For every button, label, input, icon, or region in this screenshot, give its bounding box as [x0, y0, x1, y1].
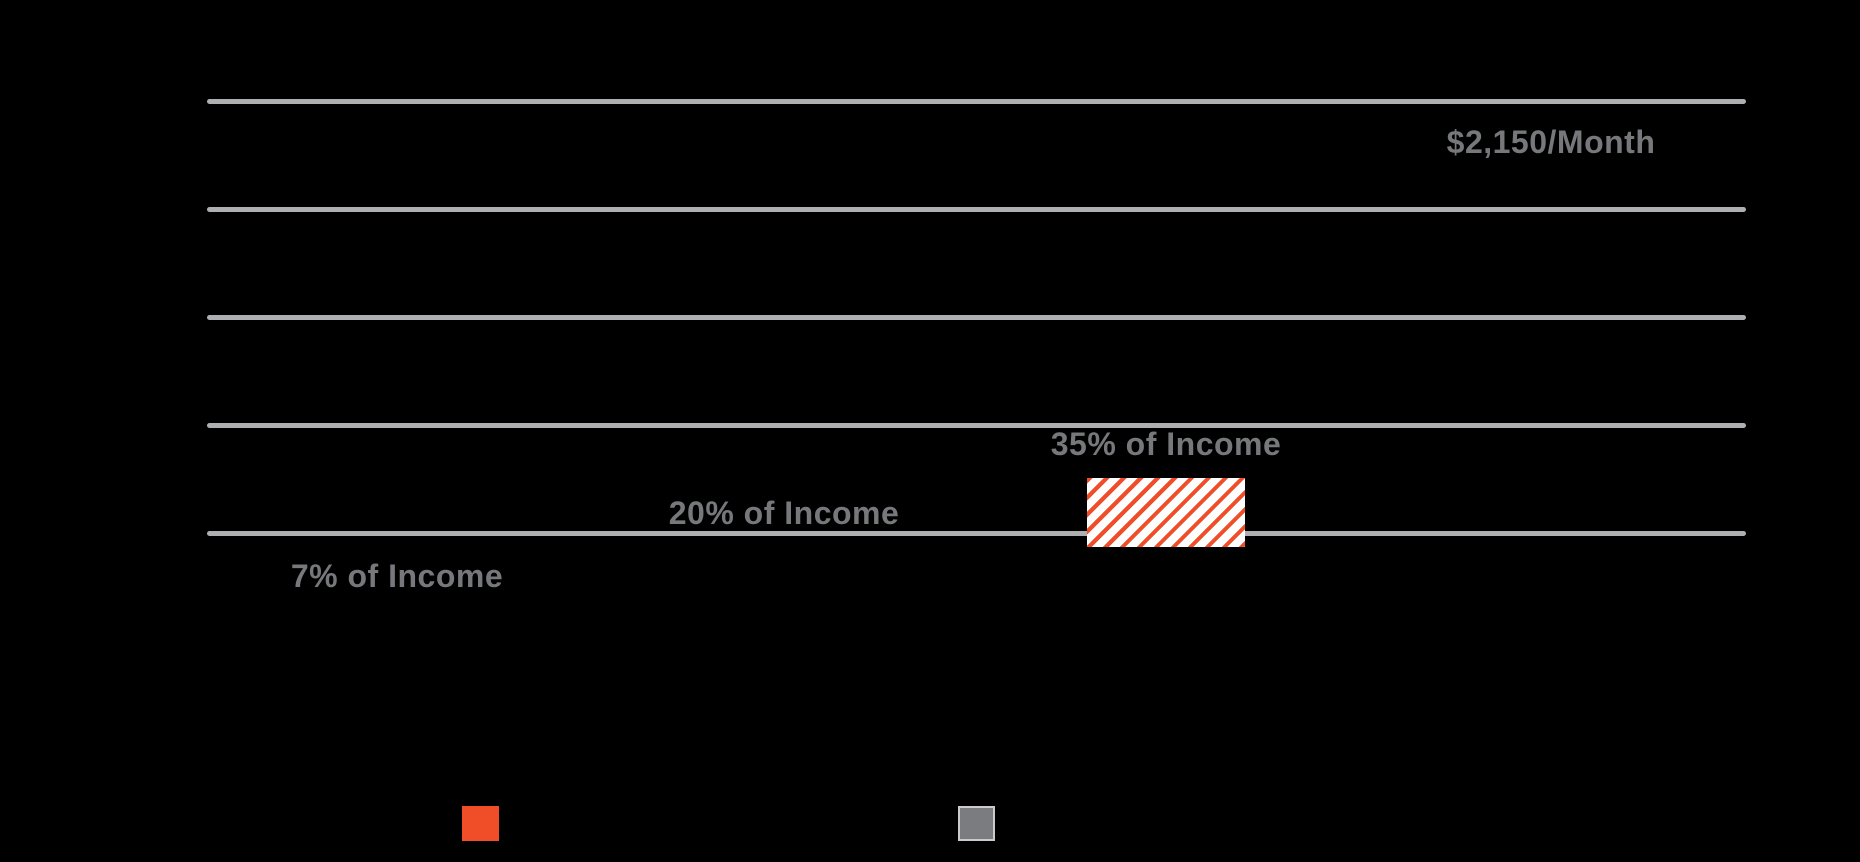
gridline	[207, 423, 1746, 428]
gridline	[207, 99, 1746, 104]
bar-label: 20% of Income	[668, 495, 900, 531]
bar-35-percent-hatched-segment	[1087, 478, 1245, 547]
legend-swatch-gray	[958, 806, 995, 841]
gridline	[207, 315, 1746, 320]
legend-swatch-red	[462, 806, 499, 841]
gridline	[207, 531, 1746, 536]
bar-label: $2,150/Month	[1446, 124, 1656, 160]
gridline	[207, 207, 1746, 212]
bar-label: 7% of Income	[290, 558, 504, 594]
bar-label: 35% of Income	[1050, 426, 1282, 462]
